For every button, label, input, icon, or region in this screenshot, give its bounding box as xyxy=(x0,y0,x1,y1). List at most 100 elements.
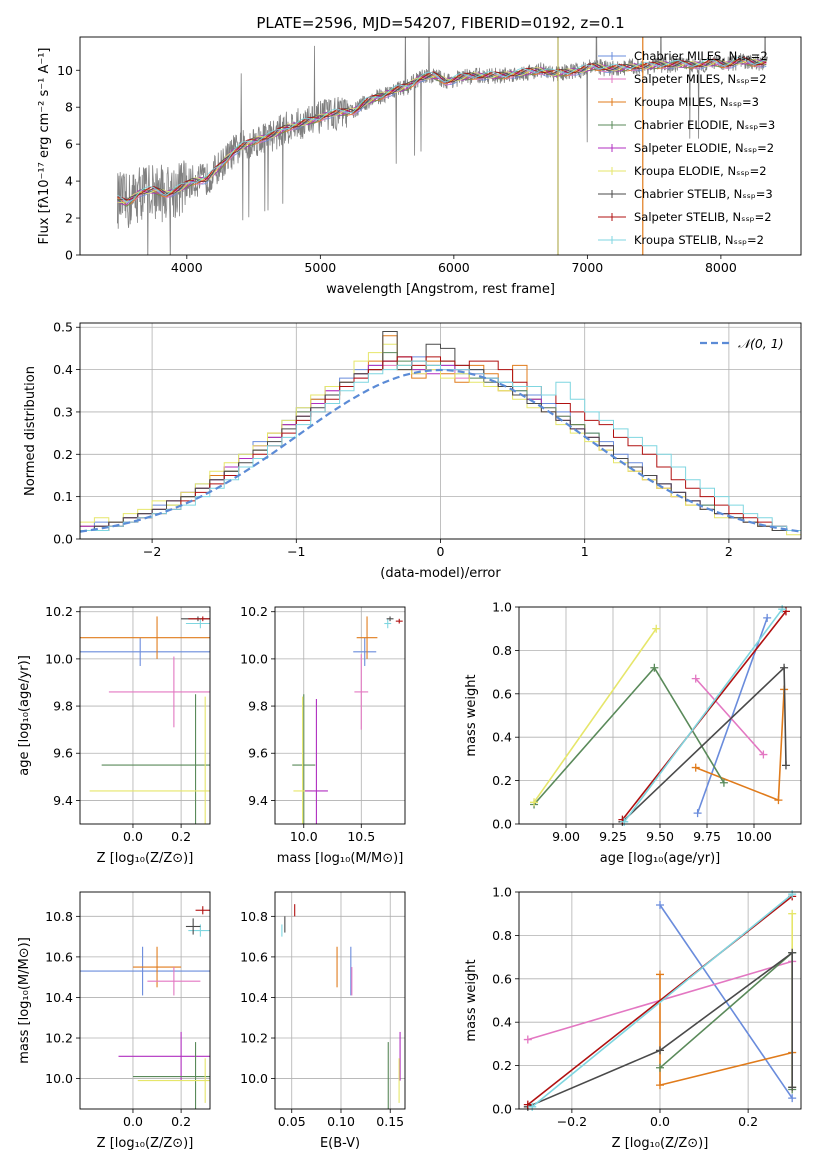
y-tick-label: 8 xyxy=(65,100,73,115)
x-axis-label: Z [log₁₀(Z/Z⊙)] xyxy=(97,851,194,866)
error-bar-point xyxy=(80,616,210,659)
y-tick-label: 0.4 xyxy=(492,730,512,745)
y-tick-label: 0.0 xyxy=(53,532,73,547)
x-tick-label: 7000 xyxy=(571,260,603,275)
x-tick-label: −1 xyxy=(287,544,305,559)
error-bar-point xyxy=(80,637,210,666)
y-tick-label: 10.0 xyxy=(240,1071,268,1086)
series-marker xyxy=(778,605,787,614)
y-tick-label: 0 xyxy=(65,248,73,263)
error-bar-point xyxy=(108,656,210,728)
error-bar-point xyxy=(137,1058,210,1103)
series-marker xyxy=(656,1081,664,1090)
x-tick-label: 0.10 xyxy=(327,1114,355,1129)
legend-entry: Kroupa MILES, Nₛₛₚ=3 xyxy=(634,95,759,109)
y-axis-label: mass [log₁₀(M/M⊙)] xyxy=(17,937,32,1064)
y-tick-label: 9.6 xyxy=(53,746,73,761)
x-tick-label: 10.5 xyxy=(347,829,375,844)
y-tick-label: 10.0 xyxy=(240,651,268,666)
legend-entry: Salpeter MILES, Nₛₛₚ=2 xyxy=(634,72,767,86)
series-marker xyxy=(656,901,664,910)
y-tick-label: 0.8 xyxy=(492,928,512,943)
error-bar-point xyxy=(384,618,392,629)
series-marker xyxy=(763,613,772,622)
y-tick-label: 9.6 xyxy=(248,746,268,761)
series-marker xyxy=(523,1100,532,1109)
series-marker xyxy=(530,798,539,807)
error-bar-point xyxy=(356,616,378,659)
axes-frame xyxy=(518,606,802,825)
y-tick-label: 10.2 xyxy=(240,604,268,619)
x-tick-label: 9.25 xyxy=(599,829,627,844)
x-axis-label: mass [log₁₀(M/M⊙)] xyxy=(277,851,404,866)
axes-frame xyxy=(79,891,211,1110)
x-axis-label: wavelength [Angstrom, rest frame] xyxy=(326,282,555,297)
x-tick-label: 10.00 xyxy=(736,829,772,844)
model-line xyxy=(117,57,767,201)
x-tick-label: 0.0 xyxy=(123,1114,143,1129)
y-tick-label: 2 xyxy=(65,211,73,226)
legend-entry: Chabrier ELODIE, Nₛₛₚ=3 xyxy=(634,118,775,132)
error-bar-point xyxy=(89,696,210,824)
y-tick-label: 0.5 xyxy=(53,320,73,335)
model-line xyxy=(117,59,767,206)
y-tick-label: 1.0 xyxy=(492,885,512,900)
legend-entry: Salpeter ELODIE, Nₛₛₚ=2 xyxy=(634,141,774,155)
y-tick-label: 10.0 xyxy=(45,1071,73,1086)
series-marker xyxy=(652,624,661,633)
series-marker xyxy=(788,909,797,918)
error-bar-point xyxy=(147,967,201,996)
x-tick-label: 8000 xyxy=(705,260,737,275)
error-bar-point xyxy=(132,1042,210,1109)
error-bar-point xyxy=(304,698,328,824)
series-line xyxy=(527,951,793,1108)
age-vs-Z-panel: 0.0 0.2 9.4 9.6 9.8 10.0 10.2 Z [log₁₀(Z/Z⊙)] ag… xyxy=(17,604,211,866)
series-marker xyxy=(759,750,768,759)
y-tick-label: 10.6 xyxy=(45,949,73,964)
series-line xyxy=(621,665,787,823)
error-bar-point xyxy=(188,616,210,622)
x-tick-label: 1 xyxy=(581,544,589,559)
x-tick-label: 9.75 xyxy=(693,829,721,844)
y-tick-label: 0.1 xyxy=(53,489,73,504)
y-tick-label: 10.2 xyxy=(45,1031,73,1046)
error-bar-point xyxy=(292,694,316,824)
legend-entry: Kroupa ELODIE, Nₛₛₚ=2 xyxy=(634,164,767,178)
legend-entry: 𝒩(0, 1) xyxy=(738,336,784,351)
weight-vs-Z-panel: −0.2 0.0 0.2 0.0 0.2 0.4 0.6 0.8 1.0 Z [log₁₀(Z/Z… xyxy=(464,885,802,1151)
error-bar-point xyxy=(386,616,394,622)
y-tick-label: 0.4 xyxy=(492,1015,512,1030)
series-marker xyxy=(523,1035,532,1044)
y-tick-label: 0.2 xyxy=(53,447,73,462)
series-line xyxy=(696,617,768,814)
chart-title: PLATE=2596, MJD=54207, FIBERID=0192, z=0… xyxy=(256,14,624,32)
series-line xyxy=(533,666,725,806)
y-tick-label: 0.0 xyxy=(492,817,512,832)
x-tick-label: 0.2 xyxy=(171,829,191,844)
series-marker xyxy=(788,1094,797,1103)
spectrum-panel: PLATE=2596, MJD=54207, FIBERID=0192, z=0… xyxy=(37,14,802,297)
x-axis-label: E(B-V) xyxy=(320,1136,360,1151)
x-tick-label: 5000 xyxy=(304,260,336,275)
error-bar-point xyxy=(353,637,377,666)
y-tick-label: 4 xyxy=(65,174,73,189)
legend: Chabrier MILES, Nₛₛₚ=2 Salpeter MILES, Nₛ… xyxy=(598,49,775,247)
x-axis-label: (data-model)/error xyxy=(380,566,501,581)
histogram-step xyxy=(80,356,801,539)
observed-spectrum-line xyxy=(117,37,768,255)
axes-frame xyxy=(79,36,802,256)
error-bar-point xyxy=(195,906,210,915)
error-bar-point xyxy=(118,1031,210,1081)
y-tick-label: 10.4 xyxy=(240,990,268,1005)
error-bar-point xyxy=(101,694,210,824)
y-tick-label: 0.4 xyxy=(53,362,73,377)
y-tick-label: 10.4 xyxy=(45,990,73,1005)
mass-vs-Z-panel: 0.0 0.2 10.0 10.2 10.4 10.6 10.8 Z [log₁₀(Z/Z⊙)… xyxy=(17,891,211,1151)
series-marker xyxy=(650,663,659,672)
y-tick-label: 0.0 xyxy=(492,1102,512,1117)
y-tick-label: 10.8 xyxy=(45,909,73,924)
legend-entry: Chabrier MILES, Nₛₛₚ=2 xyxy=(634,49,768,63)
legend: 𝒩(0, 1) xyxy=(700,336,784,351)
gaussian-curve xyxy=(80,368,801,533)
